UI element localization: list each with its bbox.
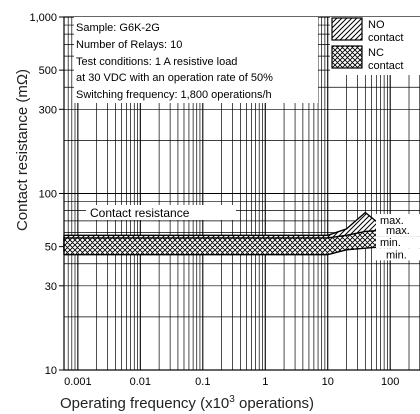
annotation-line-2: Number of Relays: 10 — [76, 39, 182, 51]
range-label: min. — [386, 249, 407, 261]
x-tick-label: 1 — [262, 376, 268, 388]
legend-label-nc-1: NC — [368, 47, 384, 59]
legend-swatch-nc — [331, 45, 363, 69]
x-tick-label: 0.001 — [64, 376, 92, 388]
legend-label-nc-2: contact — [368, 60, 403, 72]
y-tick-label: 1,000 — [29, 12, 57, 24]
series-label: Contact resistance — [90, 206, 190, 220]
range-label-bg — [376, 224, 420, 237]
annotation-line-5: Switching frequency: 1,800 operations/h — [76, 89, 272, 101]
y-tick-label: 30 — [45, 281, 57, 293]
annotation-line-1: Sample: G6K-2G — [76, 22, 160, 34]
y-tick-labels: 10 30 50 100 300 500 1,000 — [29, 12, 64, 377]
range-label: min. — [380, 237, 401, 249]
y-axis-title: Contact resistance (mΩ) — [14, 69, 31, 231]
range-labels: max.max.min.min. — [376, 214, 420, 261]
legend-label-no-1: NO — [368, 19, 385, 31]
range-label-bg — [376, 214, 420, 227]
y-tick-label: 300 — [39, 104, 57, 116]
x-tick-label: 10 — [322, 376, 334, 388]
y-tick-label: 100 — [39, 189, 57, 201]
legend: NO contact NC contact — [330, 17, 420, 75]
legend-label-no-2: contact — [368, 32, 403, 44]
range-label-bg — [376, 236, 420, 249]
legend-swatch-no — [331, 17, 363, 41]
annotation-line-3: Test conditions: 1 A resistive load — [76, 56, 237, 68]
series-label-group: Contact resistance — [86, 205, 236, 220]
band-nc-contact — [63, 228, 420, 256]
y-tick-label: 500 — [39, 65, 57, 77]
range-label: max. — [386, 225, 410, 237]
annotation-line-4: at 30 VDC with an operation rate of 50% — [76, 72, 273, 84]
x-tick-label: 100 — [381, 376, 399, 388]
test-conditions-box: Sample: G6K-2G Number of Relays: 10 Test… — [74, 17, 318, 103]
x-tick-label: 0.1 — [195, 376, 210, 388]
x-tick-label: 0.01 — [130, 376, 151, 388]
x-tick-labels: 0.001 0.01 0.1 1 10 100 — [64, 376, 399, 388]
range-label-bg — [376, 248, 420, 261]
y-tick-label: 10 — [45, 365, 57, 377]
data-bands — [63, 211, 420, 256]
x-axis-title: Operating frequency (x103 operations) — [60, 394, 314, 412]
y-tick-label: 50 — [45, 242, 57, 254]
range-label: max. — [380, 215, 404, 227]
